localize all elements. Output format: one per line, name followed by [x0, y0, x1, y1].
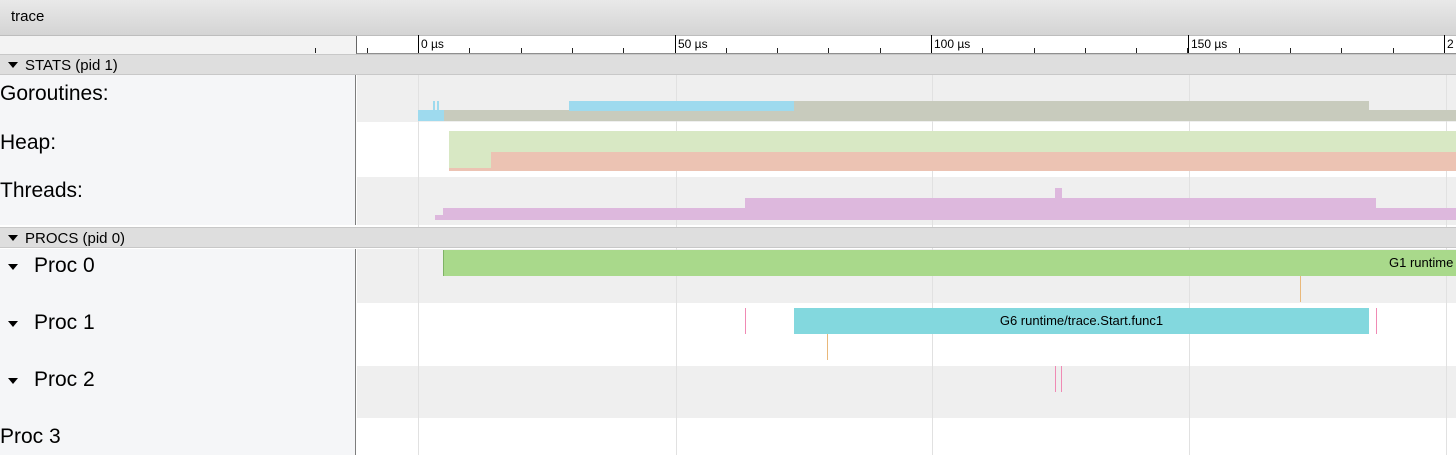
- gridline: [418, 54, 419, 455]
- goroutines-runnable-area[interactable]: [418, 110, 444, 121]
- goroutines-label: Goroutines:: [0, 82, 109, 105]
- ruler-tick-label: 0 µs: [421, 37, 444, 51]
- ruler-minor-tick: [1290, 48, 1291, 53]
- proc0-slice-label: G1 runtime: [1389, 255, 1454, 270]
- procs-section-header[interactable]: PROCS (pid 0): [0, 227, 1456, 248]
- proc1-label: Proc 1: [34, 311, 95, 334]
- proc1-goroutine-slice[interactable]: G6 runtime/trace.Start.func1: [794, 308, 1369, 334]
- ruler-minor-tick: [1034, 48, 1035, 53]
- proc0-event-marker[interactable]: [1300, 276, 1301, 302]
- ruler-major-tick: [675, 35, 676, 53]
- ruler-minor-tick: [521, 48, 522, 53]
- ruler-minor-tick: [880, 48, 881, 53]
- ruler-minor-tick: [726, 48, 727, 53]
- ruler-major-tick: [1188, 35, 1189, 53]
- ruler-major-tick: [418, 35, 419, 53]
- ruler-minor-tick: [828, 48, 829, 53]
- ruler-tick-label: 50 µs: [678, 37, 708, 51]
- window-titlebar: trace: [0, 0, 1456, 36]
- heap-next-gc-area[interactable]: [491, 152, 1456, 171]
- collapse-triangle-icon[interactable]: [8, 62, 18, 68]
- expand-proc2-triangle-icon[interactable]: [8, 378, 18, 384]
- proc1-event-marker[interactable]: [1376, 308, 1377, 334]
- procs-section-label: PROCS (pid 0): [25, 230, 126, 247]
- proc0-label: Proc 0: [34, 254, 95, 277]
- proc2-label: Proc 2: [34, 368, 95, 391]
- threads-label: Threads:: [0, 179, 83, 202]
- time-ruler[interactable]: 0 µs 50 µs 100 µs 150 µs 2: [315, 35, 1456, 54]
- ruler-minor-tick: [1187, 48, 1188, 53]
- ruler-corner: [0, 36, 356, 54]
- ruler-minor-tick: [1239, 48, 1240, 53]
- ruler-minor-tick: [367, 48, 368, 53]
- ruler-tick-label: 100 µs: [934, 37, 971, 51]
- proc3-label: Proc 3: [0, 425, 61, 448]
- ruler-major-tick: [1444, 35, 1445, 53]
- ruler-minor-tick: [572, 48, 573, 53]
- proc1-slice-label: G6 runtime/trace.Start.func1: [999, 313, 1164, 328]
- heap-label: Heap:: [0, 131, 57, 154]
- goroutines-runnable-area[interactable]: [569, 101, 794, 111]
- stats-section-header[interactable]: STATS (pid 1): [0, 54, 1456, 75]
- ruler-minor-tick: [1085, 48, 1086, 53]
- expand-proc0-triangle-icon[interactable]: [8, 264, 18, 270]
- ruler-minor-tick: [777, 48, 778, 53]
- ruler-minor-tick: [623, 48, 624, 53]
- goroutines-spike: [437, 101, 439, 111]
- goroutines-spike: [433, 101, 435, 111]
- heap-next-gc-area: [449, 168, 491, 171]
- stats-track-labels: [0, 75, 356, 225]
- ruler-minor-tick: [982, 48, 983, 53]
- threads-area[interactable]: [745, 198, 1376, 208]
- ruler-minor-tick: [1393, 48, 1394, 53]
- stats-section-label: STATS (pid 1): [25, 57, 118, 74]
- ruler-minor-tick: [469, 48, 470, 53]
- goroutines-running-area[interactable]: [794, 101, 1369, 111]
- proc1-event-marker[interactable]: [745, 308, 746, 334]
- expand-proc1-triangle-icon[interactable]: [8, 321, 18, 327]
- window-title: trace: [11, 8, 45, 25]
- proc1-event-marker[interactable]: [827, 334, 828, 360]
- ruler-major-tick: [931, 35, 932, 53]
- ruler-tick-label: 150 µs: [1191, 37, 1228, 51]
- proc0-goroutine-slice[interactable]: G1 runtime: [443, 250, 1456, 276]
- proc2-event-marker[interactable]: [1061, 366, 1062, 392]
- goroutines-running-area[interactable]: [418, 110, 1456, 121]
- threads-area[interactable]: [435, 215, 1456, 220]
- proc3-track[interactable]: [357, 418, 1456, 455]
- proc2-event-marker[interactable]: [1055, 366, 1056, 392]
- ruler-minor-tick: [315, 48, 316, 53]
- heap-allocated-area[interactable]: [449, 131, 1456, 152]
- ruler-tick-label: 2: [1447, 37, 1454, 51]
- threads-spike: [1055, 188, 1062, 198]
- threads-area[interactable]: [443, 208, 1456, 215]
- ruler-minor-tick: [1341, 48, 1342, 53]
- ruler-minor-tick: [1136, 48, 1137, 53]
- procs-track-labels: [0, 249, 356, 455]
- collapse-triangle-icon[interactable]: [8, 235, 18, 241]
- proc2-track[interactable]: [357, 366, 1456, 418]
